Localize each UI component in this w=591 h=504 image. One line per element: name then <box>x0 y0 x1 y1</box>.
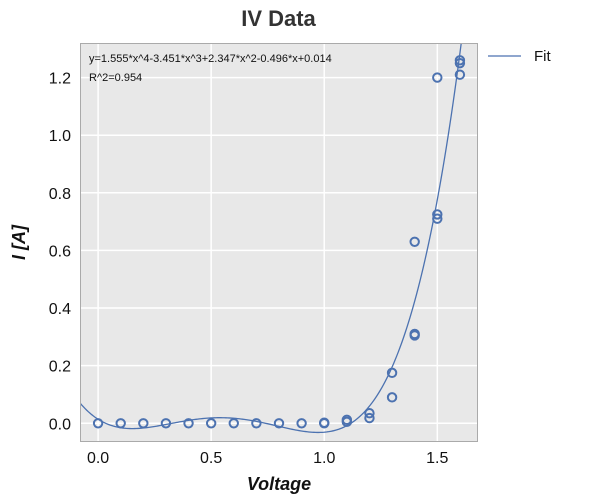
data-point <box>432 213 443 224</box>
data-point <box>386 392 398 403</box>
data-point <box>409 328 420 340</box>
y-tick-label: 0.8 <box>49 186 71 203</box>
data-point <box>432 72 443 83</box>
y-tick-label: 1.0 <box>49 128 71 145</box>
points-layer <box>92 55 466 429</box>
data-point <box>432 209 443 220</box>
data-point <box>296 418 307 429</box>
y-tick-label: 0.4 <box>49 301 71 318</box>
data-point <box>115 418 126 429</box>
data-point <box>228 418 239 429</box>
data-point <box>92 418 104 429</box>
data-point <box>341 414 353 426</box>
data-point <box>364 407 375 419</box>
plot-area <box>80 43 478 442</box>
data-point <box>251 418 262 429</box>
x-tick-label: 0.5 <box>200 450 222 467</box>
y-tick-label: 0.0 <box>49 416 71 433</box>
y-tick-label: 1.2 <box>49 71 71 88</box>
data-point <box>454 55 466 66</box>
y-axis-label: I [A] <box>9 224 29 260</box>
data-point <box>273 418 285 429</box>
plot-frame <box>80 43 478 442</box>
fit-layer <box>80 43 462 434</box>
data-point <box>409 236 420 247</box>
x-tick-label: 1.0 <box>313 450 335 467</box>
x-tick-label: 0.0 <box>87 450 109 467</box>
data-point <box>183 418 194 429</box>
data-point <box>364 412 375 424</box>
y-axis-ticks: 0.0 0.2 0.4 0.6 0.8 1.0 1.2 <box>49 71 71 434</box>
fit-equation-annotation: y=1.555*x^4-3.451*x^3+2.347*x^2-0.496*x+… <box>89 53 332 65</box>
data-point <box>386 367 398 379</box>
r-squared-annotation: R^2=0.954 <box>89 72 142 84</box>
grid <box>80 43 478 442</box>
data-point <box>319 417 330 428</box>
x-axis-ticks: 0.0 0.5 1.0 1.5 <box>87 450 449 467</box>
y-tick-label: 0.6 <box>49 243 71 260</box>
y-tick-label: 0.2 <box>49 359 71 376</box>
fit-line <box>80 43 462 434</box>
legend: Fit <box>488 48 551 65</box>
x-tick-label: 1.5 <box>426 450 448 467</box>
data-point <box>205 418 217 429</box>
chart-title: IV Data <box>241 6 316 31</box>
data-point <box>454 69 466 80</box>
data-point <box>160 418 172 429</box>
x-axis-label: Voltage <box>247 474 311 494</box>
legend-fit-label: Fit <box>534 48 551 65</box>
data-point <box>138 418 149 429</box>
